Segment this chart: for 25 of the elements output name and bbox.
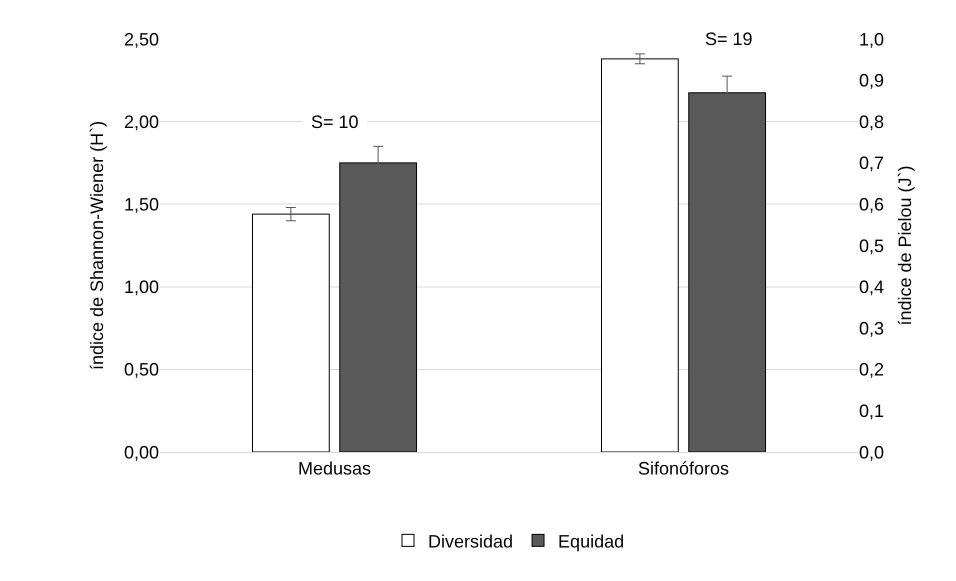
y-tick-label: 0,00: [124, 442, 159, 462]
y-tick-label: 0,50: [124, 360, 159, 380]
y2-tick-label: 0,2: [859, 360, 884, 380]
annotation: S= 19: [705, 29, 753, 49]
y-axis-title: índice de Shannon-Wiener (H`): [87, 120, 108, 370]
y2-tick-label: 0,8: [859, 112, 884, 132]
legend-label: Diversidad: [428, 531, 514, 552]
y2-tick-label: 0,9: [859, 70, 884, 91]
y-tick-label: 1,00: [124, 277, 159, 298]
x-tick-label: Sifonóforos: [638, 458, 730, 479]
y2-tick-label: 0,1: [859, 401, 884, 421]
y-tick-label: 1,50: [124, 194, 159, 214]
y2-tick-label: 0,3: [859, 318, 884, 338]
y2-tick-label: 0,7: [859, 153, 884, 174]
y2-tick-label: 1,0: [859, 29, 884, 50]
y2-tick-label: 0,5: [859, 236, 884, 256]
y2-tick-label: 0,6: [859, 194, 884, 214]
y2-axis-title: índice de Pielou (J`): [895, 165, 916, 326]
y-tick-label: 2,50: [124, 29, 159, 50]
legend-label: Equidad: [558, 531, 624, 552]
y2-tick-label: 0,4: [859, 277, 884, 298]
annotation: S= 10: [311, 112, 359, 132]
y2-tick-label: 0,0: [859, 442, 884, 462]
x-tick-label: Medusas: [298, 458, 372, 479]
y-tick-label: 2,00: [124, 112, 159, 132]
